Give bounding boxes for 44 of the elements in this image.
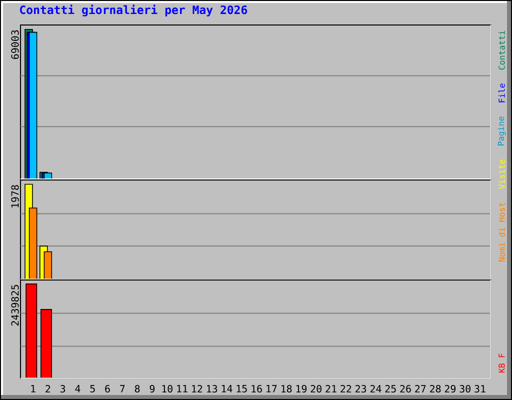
x-tick-label: 2 [46, 384, 50, 392]
x-tick-label: 26 [400, 384, 411, 393]
text: Nomi di Host [498, 202, 505, 262]
x-tick-label: 12 [192, 384, 202, 392]
x-tick-label: 23 [356, 384, 366, 393]
x-tick-label: 6 [105, 384, 110, 393]
x-tick-label: 1 [31, 384, 36, 392]
bar [44, 251, 52, 280]
bar [28, 208, 38, 280]
x-tick-label: 30 [460, 384, 470, 393]
x-tick-label: 8 [134, 384, 140, 393]
x-tick-label: 13 [206, 384, 218, 393]
x-tick-label: 7 [120, 384, 125, 392]
chart-title: Contatti giornalieri per May 2026 [20, 4, 248, 16]
text: 1978 [11, 185, 19, 208]
bar [28, 32, 38, 179]
text: Visite [498, 160, 505, 189]
x-tick-label: 16 [252, 384, 262, 393]
x-tick-label: 22 [340, 384, 352, 392]
x-tick-label: 19 [296, 384, 307, 393]
x-tick-label: 24 [370, 384, 382, 392]
x-tick-label: 31 [474, 384, 486, 393]
text: File [498, 84, 505, 102]
x-tick-label: 3 [60, 384, 66, 393]
x-tick-label: 11 [177, 384, 188, 392]
x-tick-label: 10 [162, 384, 172, 393]
x-tick-label: 5 [90, 384, 95, 392]
x-tick-label: 21 [326, 384, 336, 392]
x-tick-label: 18 [281, 384, 292, 393]
text: 69003 [11, 30, 19, 59]
text: Pagine [498, 116, 506, 146]
x-tick-label: 15 [236, 384, 247, 392]
x-tick-label: 25 [385, 384, 396, 393]
x-tick-label: 4 [75, 384, 80, 392]
x-tick-label: 17 [266, 384, 277, 392]
text: KB F [498, 354, 505, 373]
x-tick-label: 29 [444, 384, 456, 393]
text: Contatti [498, 30, 505, 70]
text: 2439825 [11, 284, 19, 326]
x-tick-label: 20 [310, 384, 322, 393]
x-tick-label: 9 [150, 384, 155, 393]
x-tick-label: 28 [430, 384, 441, 393]
x-tick-label: 27 [415, 384, 426, 392]
x-tick-label: 14 [222, 384, 232, 392]
